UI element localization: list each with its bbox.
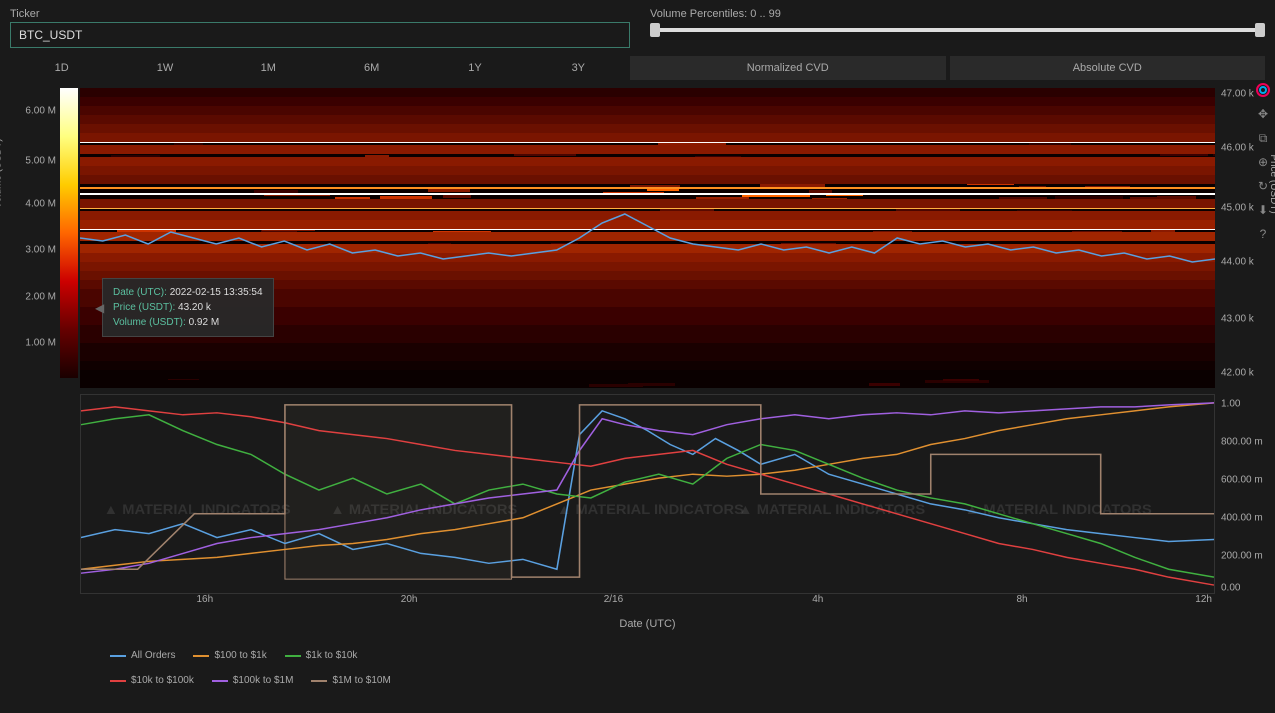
heatmap-plot[interactable]: ◀ Date (UTC): 2022-02-15 13:35:54Price (… (80, 88, 1215, 388)
time-tab-3Y[interactable]: 3Y (527, 56, 630, 80)
reset-icon[interactable]: ↻ (1255, 178, 1271, 194)
volume-percentile-slider[interactable] (650, 28, 1265, 32)
colorbar-ticks: 6.00 M5.00 M4.00 M3.00 M2.00 M1.00 M (10, 88, 60, 388)
time-tab-1W[interactable]: 1W (113, 56, 216, 80)
time-tab-1D[interactable]: 1D (10, 56, 113, 80)
svg-text:▲ MATERIAL INDICATORS: ▲ MATERIAL INDICATORS (104, 502, 291, 518)
volume-axis-label: Volume (USDT) (0, 138, 4, 208)
logo-icon[interactable] (1255, 82, 1271, 98)
time-tab-1M[interactable]: 1M (217, 56, 320, 80)
svg-text:▲ MATERIAL INDICATORS: ▲ MATERIAL INDICATORS (738, 502, 925, 518)
colorbar (60, 88, 78, 378)
x-axis-label: Date (UTC) (80, 618, 1215, 630)
legend-item[interactable]: All Orders (110, 650, 175, 661)
legend-item[interactable]: $10k to $100k (110, 675, 194, 686)
volume-percentile-label: Volume Percentiles: 0 .. 99 (650, 8, 1265, 20)
legend: All Orders $100 to $1k $1k to $10k $10k to… (110, 650, 1265, 686)
cvd-tab[interactable]: Absolute CVD (950, 56, 1266, 80)
save-icon[interactable]: ⬇ (1255, 202, 1271, 218)
tooltip: ◀ Date (UTC): 2022-02-15 13:35:54Price (… (102, 278, 274, 337)
legend-item[interactable]: $100k to $1M (212, 675, 294, 686)
svg-text:▲ MATERIAL INDICATORS: ▲ MATERIAL INDICATORS (557, 502, 744, 518)
svg-text:▲ MATERIAL INDICATORS: ▲ MATERIAL INDICATORS (965, 502, 1152, 518)
legend-item[interactable]: $1M to $10M (311, 675, 390, 686)
plot-toolbar: ✥ ⧉ ⊕ ↻ ⬇? (1253, 82, 1273, 242)
wheel-zoom-icon[interactable]: ⊕ (1255, 154, 1271, 170)
time-range-tabs: 1D1W1M6M1Y3Y (10, 56, 630, 80)
hover-icon[interactable]: ? (1255, 226, 1271, 242)
pan-icon[interactable]: ✥ (1255, 106, 1271, 122)
time-tab-1Y[interactable]: 1Y (423, 56, 526, 80)
ticker-label: Ticker (10, 8, 630, 20)
legend-item[interactable]: $100 to $1k (193, 650, 266, 661)
time-tab-6M[interactable]: 6M (320, 56, 423, 80)
box-zoom-icon[interactable]: ⧉ (1255, 130, 1271, 146)
cvd-axis: Normalized CVD (arb. u.) 1.00800.00 m600… (1215, 394, 1265, 594)
legend-item[interactable]: $1k to $10k (285, 650, 358, 661)
cvd-tab[interactable]: Normalized CVD (630, 56, 946, 80)
cvd-mode-tabs: Normalized CVDAbsolute CVD (630, 56, 1265, 80)
x-axis: 16h20h2/164h8h12h (80, 594, 1215, 610)
cvd-plot[interactable]: ▲ MATERIAL INDICATORS▲ MATERIAL INDICATO… (80, 394, 1215, 594)
ticker-input[interactable] (10, 22, 630, 48)
